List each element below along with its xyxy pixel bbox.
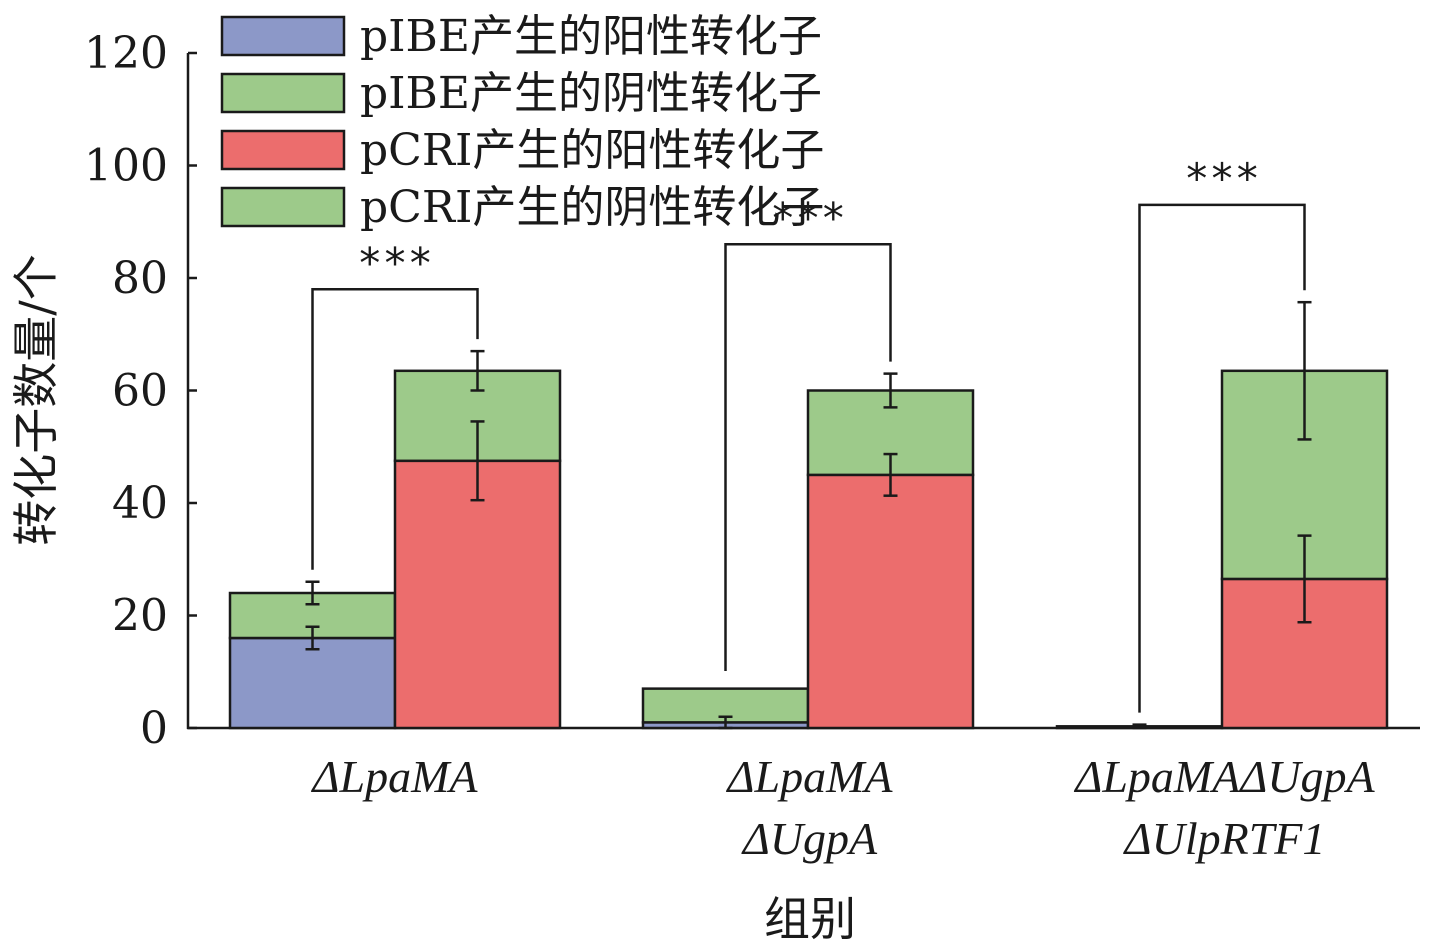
bar-segment (393, 459, 562, 730)
bar-segment (806, 473, 975, 730)
category-label: ΔLpaMA (726, 751, 894, 802)
legend-swatch (220, 129, 346, 171)
legend-label: pCRI产生的阴性转化子 (360, 182, 824, 233)
y-tick-label: 0 (140, 703, 168, 754)
y-tick-label: 60 (112, 366, 168, 417)
bar-segment (228, 636, 397, 730)
significance-bracket (311, 288, 479, 570)
significance-label: *** (357, 238, 433, 287)
x-axis-title: 组别 (764, 892, 856, 946)
y-tick-label: 20 (112, 591, 168, 642)
y-tick-label: 100 (84, 141, 168, 192)
y-tick-label: 40 (112, 478, 168, 529)
category-label: ΔUlpRTF1 (1123, 813, 1326, 864)
y-tick-label: 80 (112, 253, 168, 304)
significance-label: *** (1184, 154, 1260, 203)
category-label: ΔLpaMAΔUgpA (1073, 751, 1375, 802)
category-label: ΔUgpA (741, 813, 878, 864)
legend-swatch (220, 72, 346, 114)
y-tick-label: 120 (84, 28, 168, 79)
legend-label: pIBE产生的阴性转化子 (360, 68, 822, 119)
significance-label: *** (770, 193, 846, 242)
legend: pIBE产生的阳性转化子 pIBE产生的阴性转化子 pCRI产生的阳性转化子 pCRI… (220, 11, 824, 233)
legend-label: pCRI产生的阳性转化子 (360, 125, 824, 176)
y-axis-title: 转化子数量/个 (9, 254, 63, 546)
significance-bracket (1138, 203, 1306, 713)
legend-swatch (220, 15, 346, 57)
legend-swatch (220, 186, 346, 228)
category-label: ΔLpaMA (311, 751, 479, 802)
legend-label: pIBE产生的阳性转化子 (360, 11, 822, 62)
significance-bracket (724, 243, 892, 671)
